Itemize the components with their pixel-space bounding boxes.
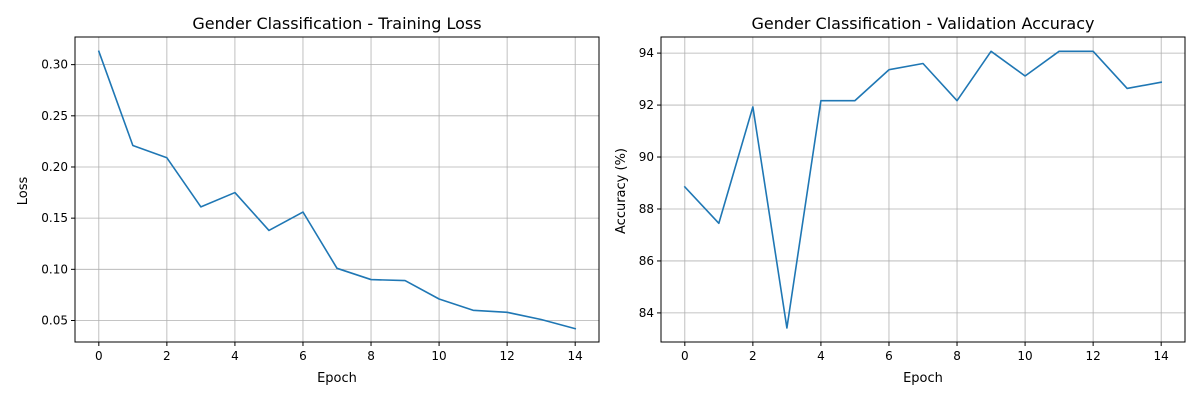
x-tick-label: 6 xyxy=(885,349,893,363)
x-tick-label: 2 xyxy=(749,349,757,363)
x-tick-label: 2 xyxy=(163,349,171,363)
grid-lines xyxy=(661,37,1185,342)
y-tick-label: 86 xyxy=(639,254,654,268)
grid-lines xyxy=(75,37,599,342)
x-tick-label: 12 xyxy=(1085,349,1100,363)
y-tick-label: 94 xyxy=(639,46,654,60)
validation-accuracy-chart: Gender Classification - Validation Accur… xyxy=(614,14,1186,386)
series-line xyxy=(683,50,1163,329)
x-tick-label: 8 xyxy=(367,349,375,363)
chart-title: Gender Classification - Validation Accur… xyxy=(752,14,1095,33)
y-tick-label: 0.15 xyxy=(41,211,68,225)
y-tick-label: 90 xyxy=(639,150,654,164)
x-tick-label: 10 xyxy=(431,349,446,363)
x-tick-label: 14 xyxy=(1154,349,1169,363)
plot-frame xyxy=(74,36,600,343)
x-tick-label: 4 xyxy=(231,349,239,363)
y-tick-label: 0.10 xyxy=(41,262,68,276)
y-axis-label: Loss xyxy=(16,177,31,206)
x-tick-label: 4 xyxy=(817,349,825,363)
x-tick-label: 12 xyxy=(499,349,514,363)
x-tick-label: 0 xyxy=(95,349,103,363)
y-tick-label: 92 xyxy=(639,98,654,112)
x-axis-label: Epoch xyxy=(317,371,357,386)
y-tick-label: 0.05 xyxy=(41,314,68,328)
x-tick-label: 6 xyxy=(299,349,307,363)
y-tick-label: 0.25 xyxy=(41,109,68,123)
x-tick-label: 10 xyxy=(1017,349,1032,363)
y-tick-label: 0.20 xyxy=(41,160,68,174)
training-loss-chart: Gender Classification - Training Loss Ep… xyxy=(16,14,600,386)
plot-frame xyxy=(660,36,1186,343)
y-tick-label: 88 xyxy=(639,202,654,216)
chart-title: Gender Classification - Training Loss xyxy=(192,14,481,33)
y-tick-label: 84 xyxy=(639,306,654,320)
x-axis-label: Epoch xyxy=(903,371,943,386)
y-axis-label: Accuracy (%) xyxy=(614,148,629,234)
series-line xyxy=(97,50,577,330)
y-tick-label: 0.30 xyxy=(41,58,68,72)
x-tick-label: 8 xyxy=(953,349,961,363)
x-tick-label: 14 xyxy=(568,349,583,363)
x-tick-label: 0 xyxy=(681,349,689,363)
